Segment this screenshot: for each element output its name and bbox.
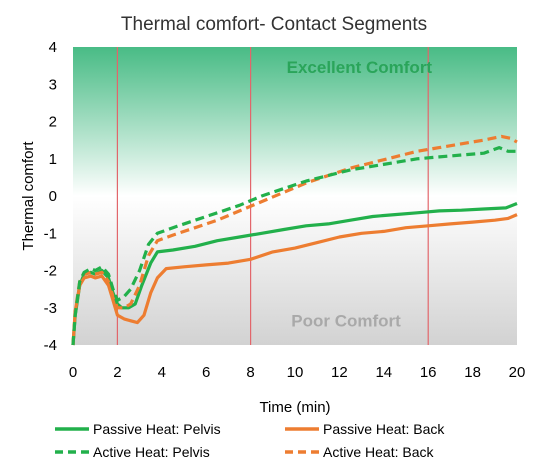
y-tick-label: 1 (49, 151, 57, 168)
series-line (71, 213, 518, 346)
legend: Passive Heat: Pelvis Passive Heat: Back Ac… (55, 421, 445, 460)
legend-label: Active Heat: Pelvis (93, 444, 210, 460)
excellent-comfort-zone (73, 47, 517, 196)
y-tick-label: -2 (44, 263, 57, 280)
x-tick-label: 2 (113, 364, 121, 381)
chart-title: Thermal comfort- Contact Segments (121, 14, 427, 35)
y-tick-label: -1 (44, 225, 57, 242)
y-tick-label: 2 (49, 114, 57, 131)
legend-label: Passive Heat: Back (323, 421, 445, 437)
x-tick-label: 6 (202, 364, 210, 381)
x-tick-label: 0 (69, 364, 77, 381)
poor-comfort-label: Poor Comfort (291, 311, 401, 330)
x-axis-ticks: 0 2 4 6 8 10 12 14 16 18 20 (69, 364, 526, 381)
y-tick-label: 3 (49, 76, 57, 93)
y-tick-label: 0 (49, 188, 57, 205)
y-tick-label: 4 (49, 39, 57, 56)
y-axis-label: Thermal comfort (20, 141, 37, 251)
x-axis-label: Time (min) (259, 399, 330, 416)
series-line (71, 134, 518, 346)
y-tick-label: -4 (44, 337, 57, 354)
series-line (71, 146, 517, 346)
x-tick-label: 14 (375, 364, 392, 381)
x-tick-label: 16 (420, 364, 437, 381)
y-tick-label: -3 (44, 300, 57, 317)
x-tick-label: 12 (331, 364, 348, 381)
series-lines (71, 134, 518, 346)
legend-label: Active Heat: Back (323, 444, 434, 460)
x-tick-label: 8 (246, 364, 254, 381)
x-tick-label: 10 (287, 364, 304, 381)
legend-label: Passive Heat: Pelvis (93, 421, 221, 437)
x-tick-label: 18 (464, 364, 481, 381)
x-tick-label: 4 (158, 364, 166, 381)
reference-lines (116, 47, 429, 345)
y-axis-ticks: -4 -3 -2 -1 0 1 2 3 4 (44, 39, 57, 354)
excellent-comfort-label: Excellent Comfort (287, 58, 433, 77)
x-tick-label: 20 (509, 364, 526, 381)
